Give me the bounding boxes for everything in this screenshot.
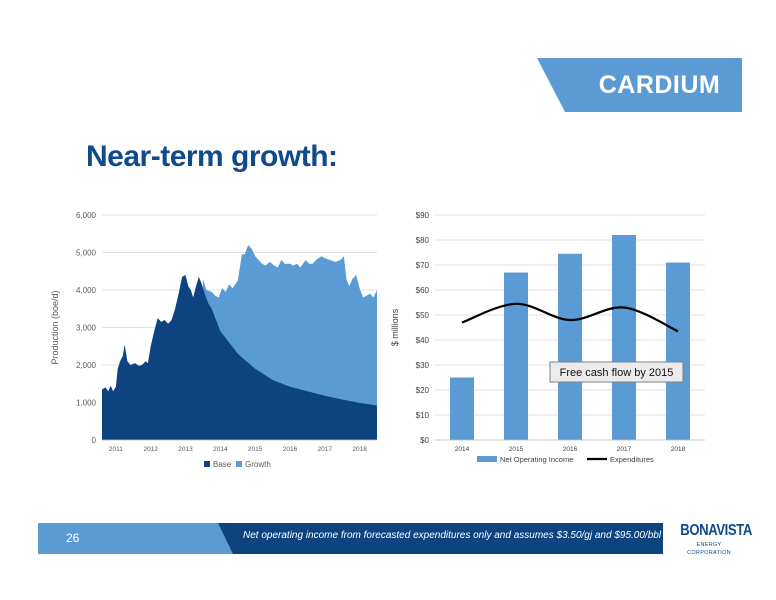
bar-y-tick-label: $50 bbox=[416, 311, 430, 320]
area-x-tick-label: 2014 bbox=[213, 446, 228, 453]
area-x-tick-label: 2013 bbox=[178, 446, 193, 453]
banner-label: CARDIUM bbox=[598, 70, 721, 99]
bar-y-tick-label: $30 bbox=[416, 361, 430, 370]
bar-y-tick-label: $80 bbox=[416, 236, 430, 245]
bar-x-tick-label: 2014 bbox=[455, 446, 470, 453]
page-title: Near-term growth: bbox=[86, 140, 338, 173]
bar-y-tick-label: $0 bbox=[420, 436, 429, 445]
bar-y-tick-label: $20 bbox=[416, 386, 430, 395]
income-expenditure-chart: $0 $10 $20 $30 $40 $50 $60 $70 $80 $90 2014 2015 201… bbox=[390, 211, 705, 464]
legend-label-expenditures: Expenditures bbox=[610, 455, 654, 464]
production-area-chart: 0 1,000 2,000 3,000 4,000 5,000 6,000 2011 2012 2… bbox=[50, 211, 377, 469]
bar-2014 bbox=[450, 377, 474, 440]
area-x-tick-label: 2011 bbox=[109, 446, 123, 453]
legend-label-net-operating-income: Net Operating Income bbox=[500, 455, 573, 464]
footer-shape bbox=[38, 523, 663, 554]
bar-y-tick-label: $40 bbox=[416, 336, 430, 345]
legend-swatch-net-operating-income bbox=[477, 456, 497, 462]
legend-swatch-growth bbox=[236, 461, 242, 467]
area-x-tick-label: 2012 bbox=[143, 446, 158, 453]
footer-bar: 26 Net operating income from forecasted … bbox=[38, 523, 738, 554]
area-y-axis-label: Production (boe/d) bbox=[50, 290, 60, 364]
bar-2017 bbox=[612, 235, 636, 440]
area-x-tick-label: 2018 bbox=[352, 446, 367, 453]
section-banner: CARDIUM bbox=[537, 58, 742, 112]
legend-label-growth: Growth bbox=[245, 460, 271, 469]
area-y-tick-label: 3,000 bbox=[76, 324, 97, 333]
bar-y-tick-label: $10 bbox=[416, 411, 430, 420]
logo-tagline: ENERGY CORPORATION bbox=[687, 542, 731, 556]
footnote: Net operating income from forecasted exp… bbox=[243, 530, 707, 541]
logo-name: BONAVISTA bbox=[680, 522, 752, 539]
line-expenditures bbox=[461, 302, 679, 333]
bar-chart-bars bbox=[450, 235, 690, 440]
annotation-box bbox=[549, 361, 684, 383]
bar-x-tick-label: 2015 bbox=[509, 446, 524, 453]
bar-x-tick-label: 2016 bbox=[563, 446, 578, 453]
company-logo: BONAVISTA ENERGY CORPORATION bbox=[674, 521, 752, 556]
bar-2018 bbox=[666, 262, 690, 440]
area-chart-legend: Base Growth bbox=[204, 460, 271, 469]
legend-swatch-base bbox=[204, 461, 210, 467]
annotation-text: Free cash flow by 2015 bbox=[560, 367, 674, 379]
area-y-tick-label: 1,000 bbox=[76, 399, 97, 408]
bar-y-tick-label: $70 bbox=[416, 261, 430, 270]
area-y-tick-label: 6,000 bbox=[76, 211, 97, 220]
area-chart-axes: 0 1,000 2,000 3,000 4,000 5,000 6,000 2011 2012 2… bbox=[50, 211, 377, 453]
bar-y-tick-label: $90 bbox=[416, 211, 430, 220]
bar-chart-axes: $0 $10 $20 $30 $40 $50 $60 $70 $80 $90 2014 2015 201… bbox=[390, 211, 705, 453]
area-y-tick-label: 2,000 bbox=[76, 361, 97, 370]
area-y-tick-label: 5,000 bbox=[76, 249, 97, 258]
area-y-tick-label: 4,000 bbox=[76, 286, 97, 295]
legend-label-base: Base bbox=[213, 460, 232, 469]
bar-2015 bbox=[504, 272, 528, 440]
bar-chart-legend: Net Operating Income Expenditures bbox=[477, 455, 654, 464]
bar-y-tick-label: $60 bbox=[416, 286, 430, 295]
bar-chart-line bbox=[461, 302, 679, 333]
page-number: 26 bbox=[66, 531, 80, 545]
bar-chart-annotation: Free cash flow by 2015 bbox=[549, 361, 684, 383]
area-chart-series bbox=[102, 245, 377, 440]
area-x-tick-label: 2017 bbox=[318, 446, 333, 453]
bar-y-axis-label: $ millions bbox=[390, 308, 400, 346]
area-series-base bbox=[102, 275, 377, 440]
area-x-tick-label: 2015 bbox=[248, 446, 263, 453]
bar-2016 bbox=[558, 253, 582, 440]
area-y-tick-label: 0 bbox=[92, 436, 97, 445]
bar-x-tick-label: 2018 bbox=[671, 446, 686, 453]
area-x-tick-label: 2016 bbox=[283, 446, 298, 453]
bar-x-tick-label: 2017 bbox=[617, 446, 632, 453]
banner-shape bbox=[537, 58, 742, 112]
